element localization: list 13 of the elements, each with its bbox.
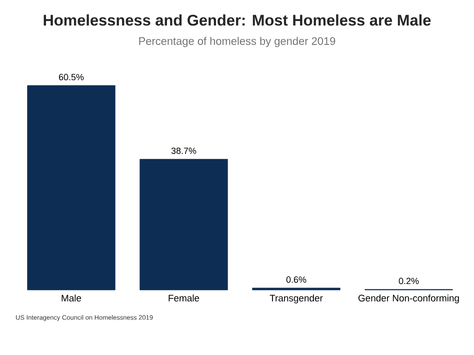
data-label: 38.7% xyxy=(171,148,196,154)
bar xyxy=(252,288,340,290)
data-label: 0.6% xyxy=(286,276,306,283)
chart-title: Homelessness and Gender: Most Homeless are Male xyxy=(44,14,431,26)
bar xyxy=(140,158,228,290)
data-label: 0.2% xyxy=(398,278,419,284)
x-tick-label: Transgender xyxy=(270,294,323,304)
x-tick-label: Gender Non-conforming xyxy=(358,294,459,304)
x-tick-label: Female xyxy=(168,294,200,302)
bar xyxy=(27,85,116,290)
data-label: 60.5% xyxy=(58,74,84,80)
chart-subtitle: Percentage of homeless by gender 2019 xyxy=(139,36,336,48)
x-tick-label: Male xyxy=(62,294,82,302)
